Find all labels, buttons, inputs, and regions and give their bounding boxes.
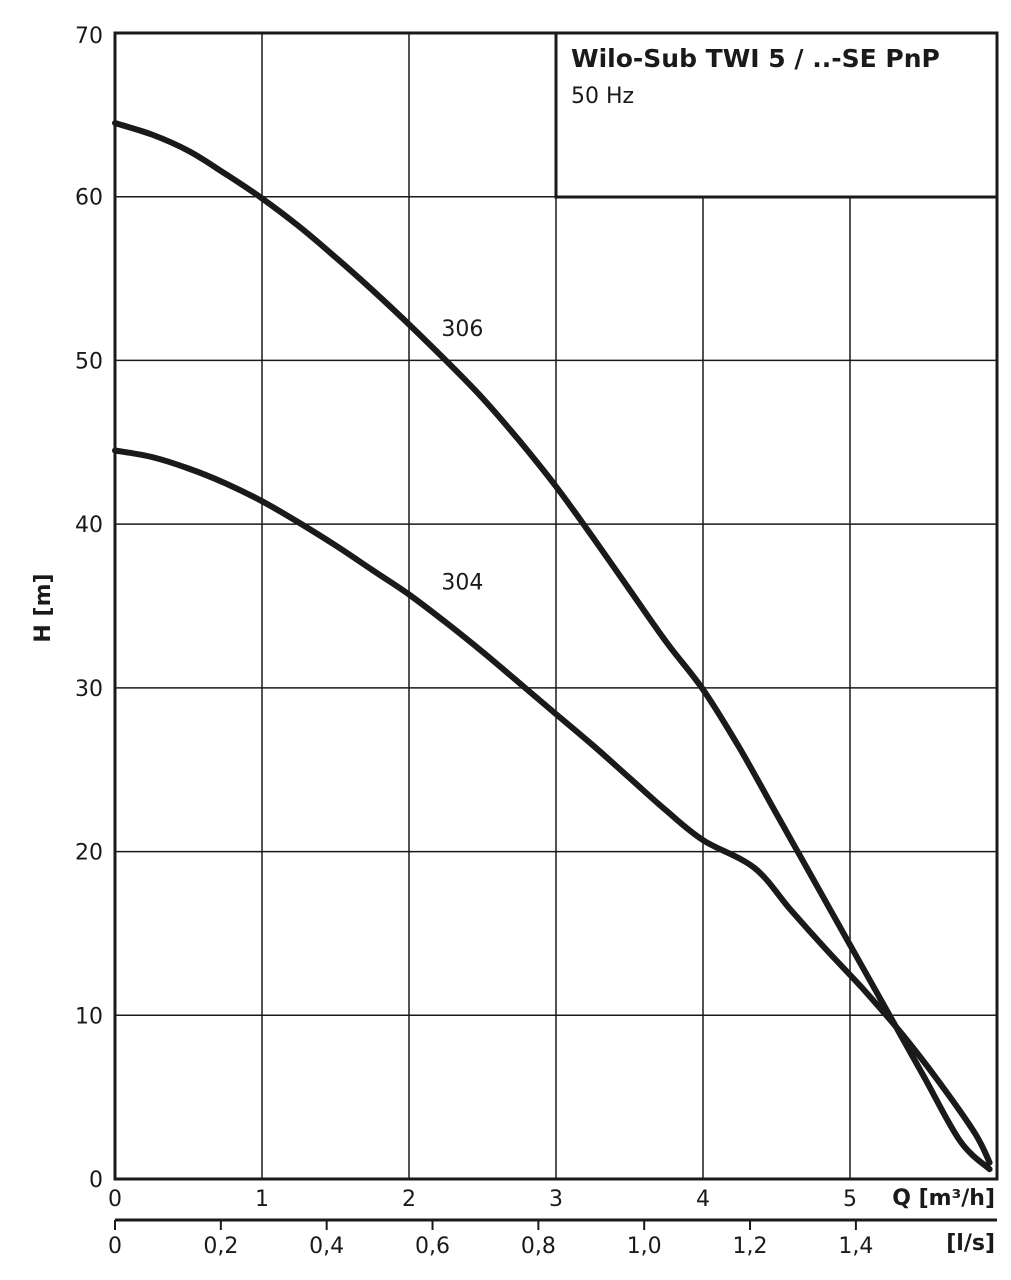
y-tick-label-6: 60	[75, 186, 103, 211]
curve-label-bg-304	[437, 567, 490, 596]
curve-label-304: 304	[441, 571, 483, 596]
x-tick-label-3: 3	[549, 1187, 563, 1212]
title-box	[554, 31, 999, 199]
secondary-tick-label-7: 1,4	[838, 1234, 873, 1259]
curves: 306 304	[112, 120, 993, 1173]
secondary-tick-label-1: 0,2	[203, 1234, 238, 1259]
secondary-tick-label-0: 0	[108, 1234, 122, 1259]
secondary-tick-label-2: 0,4	[309, 1234, 344, 1259]
chart-title: Wilo-Sub TWI 5 / ..-SE PnP	[571, 44, 940, 73]
grid-lines	[115, 33, 997, 1179]
y-tick-label-7: 70	[75, 24, 103, 49]
secondary-tick-label-6: 1,2	[733, 1234, 768, 1259]
y-axis-label: H [m]	[31, 573, 56, 642]
secondary-tick-label-4: 0,8	[521, 1234, 556, 1259]
curve-304	[112, 447, 993, 1166]
y-tick-label-0: 0	[89, 1168, 103, 1193]
x-tick-label-1: 1	[255, 1187, 269, 1212]
secondary-tick-label-3: 0,6	[415, 1234, 450, 1259]
y-tick-label-2: 20	[75, 841, 103, 866]
curve-label-bg-306	[437, 313, 490, 342]
x-tick-label-4: 4	[696, 1187, 710, 1212]
y-tick-labels: 0 10 20 30 40 50 60 70	[75, 24, 103, 1193]
y-tick-label-4: 40	[75, 513, 103, 538]
secondary-x-tick-labels: 0 0,2 0,4 0,6 0,8 1,0 1,2 1,4	[108, 1220, 873, 1259]
x-tick-label-5: 5	[843, 1187, 857, 1212]
secondary-tick-label-5: 1,0	[627, 1234, 662, 1259]
x-tick-label-0: 0	[108, 1187, 122, 1212]
curve-label-306: 306	[441, 317, 483, 342]
y-tick-label-1: 10	[75, 1004, 103, 1029]
x-tick-label-2: 2	[402, 1187, 416, 1212]
y-tick-label-3: 30	[75, 677, 103, 702]
x-axis-label: Q [m³/h]	[892, 1186, 995, 1211]
x-tick-labels: 0 1 2 3 4 5	[108, 1187, 857, 1212]
secondary-x-axis-label: [l/s]	[946, 1231, 995, 1256]
y-tick-label-5: 50	[75, 349, 103, 374]
chart-subtitle: 50 Hz	[571, 84, 634, 109]
curve-306	[112, 120, 993, 1173]
